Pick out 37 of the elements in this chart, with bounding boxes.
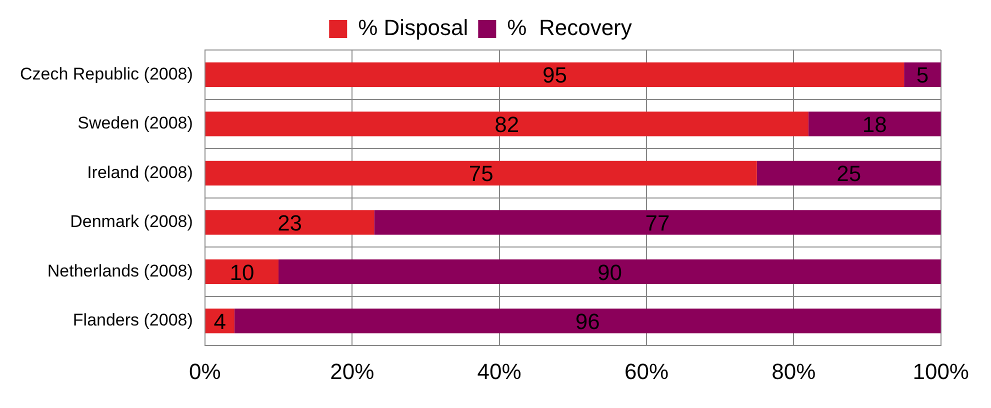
bar xyxy=(278,259,941,284)
data-label: 4 xyxy=(214,309,226,334)
y-tick-label: Flanders (2008) xyxy=(72,310,193,330)
x-tick-label: 20% xyxy=(330,358,374,384)
data-label: 5 xyxy=(916,62,929,88)
y-tick-label: Denmark (2008) xyxy=(70,212,193,232)
data-label: 95 xyxy=(542,62,567,88)
data-label: 23 xyxy=(278,210,302,236)
y-tick-label: Netherlands (2008) xyxy=(47,261,193,280)
x-tick-label: 100% xyxy=(912,358,970,384)
data-label: 96 xyxy=(575,309,600,334)
bar xyxy=(374,210,941,235)
data-label: 75 xyxy=(468,161,494,186)
data-label: 90 xyxy=(597,260,622,285)
bar xyxy=(205,259,279,284)
x-tick-label: 40% xyxy=(477,358,522,384)
bar xyxy=(234,308,941,334)
data-label: 25 xyxy=(836,161,862,186)
legend-label: % Recovery xyxy=(507,15,632,40)
data-label: 10 xyxy=(230,260,254,285)
bar xyxy=(808,112,941,136)
data-label: 82 xyxy=(494,112,520,137)
x-tick-label: 0% xyxy=(189,358,221,384)
y-tick-label: Czech Republic (2008) xyxy=(20,64,193,84)
data-label: 18 xyxy=(862,112,887,137)
y-tick-label: Ireland (2008) xyxy=(87,162,193,182)
bar xyxy=(205,210,374,235)
bar xyxy=(205,160,757,186)
bar xyxy=(205,112,808,136)
data-label: 77 xyxy=(645,210,670,236)
bar xyxy=(756,160,941,186)
x-tick-label: 60% xyxy=(624,358,669,384)
x-tick-label: 80% xyxy=(772,358,816,384)
y-tick-label: Sweden (2008) xyxy=(78,114,193,133)
bar xyxy=(205,308,234,334)
bar xyxy=(205,62,904,87)
legend-label: % Disposal xyxy=(358,15,468,40)
